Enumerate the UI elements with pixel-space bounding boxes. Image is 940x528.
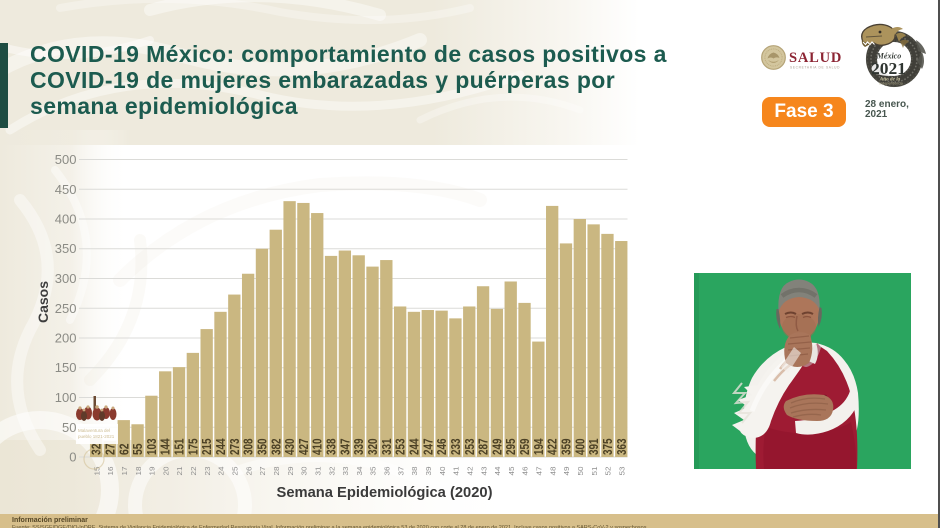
svg-text:32: 32 [327, 467, 336, 476]
svg-text:26: 26 [244, 467, 253, 476]
svg-text:359: 359 [559, 438, 573, 455]
svg-text:16: 16 [106, 467, 115, 476]
svg-text:175: 175 [186, 438, 200, 455]
svg-text:50: 50 [576, 467, 585, 476]
svg-text:30: 30 [300, 467, 309, 476]
svg-text:50: 50 [62, 420, 76, 435]
svg-text:422: 422 [546, 438, 560, 455]
svg-text:247: 247 [421, 438, 435, 455]
svg-text:338: 338 [325, 438, 339, 455]
svg-text:36: 36 [383, 467, 392, 476]
svg-text:400: 400 [573, 438, 587, 455]
svg-text:49: 49 [562, 467, 571, 476]
svg-text:23: 23 [203, 467, 212, 476]
svg-text:41: 41 [452, 467, 461, 476]
svg-text:37: 37 [396, 467, 405, 476]
svg-text:Año de la: Año de la [879, 77, 901, 83]
svg-text:350: 350 [255, 438, 269, 455]
svg-text:México: México [876, 52, 901, 61]
svg-text:19: 19 [148, 467, 157, 476]
svg-text:44: 44 [493, 467, 502, 476]
svg-text:Casos: Casos [35, 281, 51, 323]
svg-text:244: 244 [214, 438, 228, 455]
svg-text:249: 249 [490, 438, 504, 455]
svg-text:500: 500 [55, 152, 77, 167]
svg-text:27: 27 [258, 467, 267, 476]
svg-text:391: 391 [587, 438, 601, 455]
svg-text:42: 42 [465, 467, 474, 476]
svg-text:17: 17 [120, 467, 129, 476]
svg-text:450: 450 [55, 182, 77, 197]
svg-text:308: 308 [242, 438, 256, 455]
svg-text:pueblo 1821-2021: pueblo 1821-2021 [78, 434, 115, 439]
svg-text:51: 51 [590, 467, 599, 476]
svg-text:20: 20 [161, 467, 170, 476]
svg-text:39: 39 [424, 467, 433, 476]
svg-text:100: 100 [55, 390, 77, 405]
svg-text:427: 427 [297, 438, 311, 455]
svg-text:22: 22 [189, 467, 198, 476]
svg-text:35: 35 [369, 467, 378, 476]
svg-text:259: 259 [518, 438, 532, 455]
svg-text:246: 246 [435, 438, 449, 455]
svg-text:144: 144 [159, 438, 173, 455]
svg-text:382: 382 [269, 438, 283, 455]
svg-text:244: 244 [407, 438, 421, 455]
svg-text:150: 150 [55, 360, 77, 375]
svg-text:295: 295 [504, 438, 518, 455]
svg-text:250: 250 [55, 301, 77, 316]
svg-text:29: 29 [286, 467, 295, 476]
svg-text:Independencia: Independencia [879, 82, 903, 86]
svg-text:15: 15 [92, 467, 101, 476]
svg-text:33: 33 [341, 467, 350, 476]
svg-text:52: 52 [604, 467, 613, 476]
svg-text:SECRETARIA DE SALUD: SECRETARIA DE SALUD [790, 66, 840, 70]
svg-text:200: 200 [55, 331, 77, 346]
svg-text:253: 253 [394, 438, 408, 455]
svg-text:53: 53 [617, 467, 626, 476]
svg-text:363: 363 [615, 438, 629, 455]
svg-text:21: 21 [175, 467, 184, 476]
svg-text:233: 233 [449, 438, 463, 455]
svg-text:320: 320 [366, 438, 380, 455]
svg-text:375: 375 [601, 438, 615, 455]
svg-text:45: 45 [507, 467, 516, 476]
svg-text:151: 151 [173, 438, 187, 455]
svg-text:194: 194 [532, 438, 546, 455]
svg-text:46: 46 [521, 467, 530, 476]
svg-text:48: 48 [548, 467, 557, 476]
svg-text:43: 43 [479, 467, 488, 476]
svg-text:273: 273 [228, 438, 242, 455]
svg-text:339: 339 [352, 438, 366, 455]
svg-text:31: 31 [313, 467, 322, 476]
svg-text:287: 287 [477, 438, 491, 455]
svg-text:40: 40 [438, 467, 447, 476]
svg-text:28: 28 [272, 467, 281, 476]
svg-text:347: 347 [338, 438, 352, 455]
svg-text:300: 300 [55, 271, 77, 286]
svg-text:27: 27 [103, 443, 117, 455]
svg-text:Malaventura del: Malaventura del [78, 428, 110, 433]
svg-text:2021: 2021 [871, 59, 906, 78]
svg-text:0: 0 [69, 450, 76, 465]
svg-text:47: 47 [535, 467, 544, 476]
svg-text:SALUD: SALUD [789, 50, 842, 66]
svg-text:38: 38 [410, 467, 419, 476]
svg-text:34: 34 [355, 467, 364, 476]
svg-text:350: 350 [55, 241, 77, 256]
svg-text:253: 253 [463, 438, 477, 455]
svg-text:400: 400 [55, 212, 77, 227]
svg-text:430: 430 [283, 438, 297, 455]
svg-text:62: 62 [117, 443, 131, 455]
svg-text:103: 103 [145, 438, 159, 455]
svg-text:55: 55 [131, 443, 145, 455]
svg-text:Semana Epidemiológica (2020): Semana Epidemiológica (2020) [277, 485, 493, 501]
svg-text:25: 25 [231, 467, 240, 476]
svg-text:410: 410 [311, 438, 325, 455]
svg-text:215: 215 [200, 438, 214, 455]
svg-text:24: 24 [217, 467, 226, 476]
svg-text:331: 331 [380, 438, 394, 455]
svg-text:18: 18 [134, 467, 143, 476]
